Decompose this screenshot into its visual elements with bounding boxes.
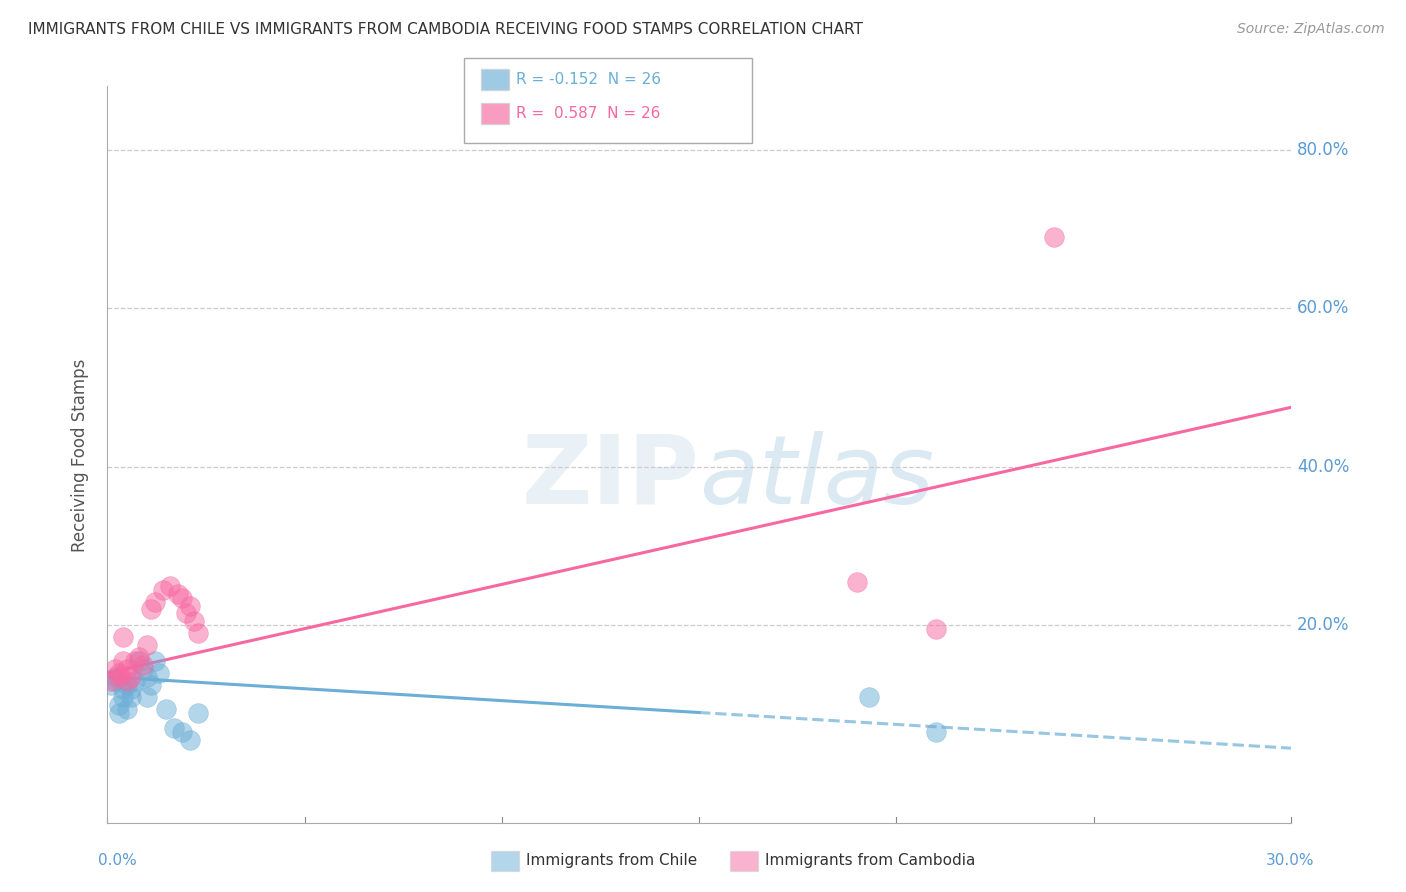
Point — [1043, 230, 1066, 244]
Text: Immigrants from Cambodia: Immigrants from Cambodia — [765, 854, 976, 868]
Point — [108, 698, 131, 712]
Point — [100, 678, 122, 692]
Point — [155, 701, 177, 715]
Point — [152, 582, 174, 597]
Point — [120, 670, 142, 684]
Point — [159, 579, 181, 593]
Text: 80.0%: 80.0% — [1296, 141, 1350, 159]
Text: atlas: atlas — [699, 431, 934, 524]
Text: 20.0%: 20.0% — [1296, 616, 1350, 634]
Text: 40.0%: 40.0% — [1296, 458, 1350, 475]
Point — [112, 630, 135, 644]
Text: 30.0%: 30.0% — [1267, 854, 1315, 868]
Point — [112, 654, 135, 668]
Point — [135, 638, 157, 652]
Point — [115, 662, 138, 676]
Point — [112, 681, 135, 696]
Text: R =  0.587  N = 26: R = 0.587 N = 26 — [516, 106, 661, 120]
Point — [167, 586, 190, 600]
Point — [179, 733, 201, 747]
Point — [143, 654, 166, 668]
Point — [120, 690, 142, 704]
Point — [104, 670, 127, 684]
Point — [100, 673, 122, 688]
Point — [187, 626, 209, 640]
Text: 60.0%: 60.0% — [1296, 300, 1350, 318]
Point — [139, 678, 162, 692]
Point — [120, 681, 142, 696]
Point — [187, 706, 209, 720]
Text: ZIP: ZIP — [522, 431, 699, 524]
Point — [163, 722, 186, 736]
Point — [172, 591, 194, 605]
Point — [128, 654, 150, 668]
Point — [858, 690, 880, 704]
Point — [124, 673, 146, 688]
Text: IMMIGRANTS FROM CHILE VS IMMIGRANTS FROM CAMBODIA RECEIVING FOOD STAMPS CORRELAT: IMMIGRANTS FROM CHILE VS IMMIGRANTS FROM… — [28, 22, 863, 37]
Point — [104, 673, 127, 688]
Point — [925, 725, 948, 739]
Point — [925, 622, 948, 636]
Point — [174, 607, 197, 621]
Point — [183, 615, 205, 629]
Point — [124, 654, 146, 668]
Point — [132, 662, 155, 676]
Point — [135, 690, 157, 704]
Point — [115, 678, 138, 692]
Point — [108, 665, 131, 680]
Point — [148, 665, 170, 680]
Point — [139, 602, 162, 616]
Point — [179, 599, 201, 613]
Point — [128, 650, 150, 665]
Point — [132, 657, 155, 672]
Point — [108, 670, 131, 684]
Point — [112, 690, 135, 704]
Text: Source: ZipAtlas.com: Source: ZipAtlas.com — [1237, 22, 1385, 37]
Point — [104, 662, 127, 676]
Point — [172, 725, 194, 739]
Text: 0.0%: 0.0% — [98, 854, 138, 868]
Point — [143, 594, 166, 608]
Point — [845, 574, 868, 589]
Y-axis label: Receiving Food Stamps: Receiving Food Stamps — [72, 359, 89, 551]
Point — [135, 670, 157, 684]
Text: Immigrants from Chile: Immigrants from Chile — [526, 854, 697, 868]
Text: R = -0.152  N = 26: R = -0.152 N = 26 — [516, 72, 661, 87]
Point — [108, 706, 131, 720]
Point — [115, 701, 138, 715]
Point — [115, 673, 138, 688]
